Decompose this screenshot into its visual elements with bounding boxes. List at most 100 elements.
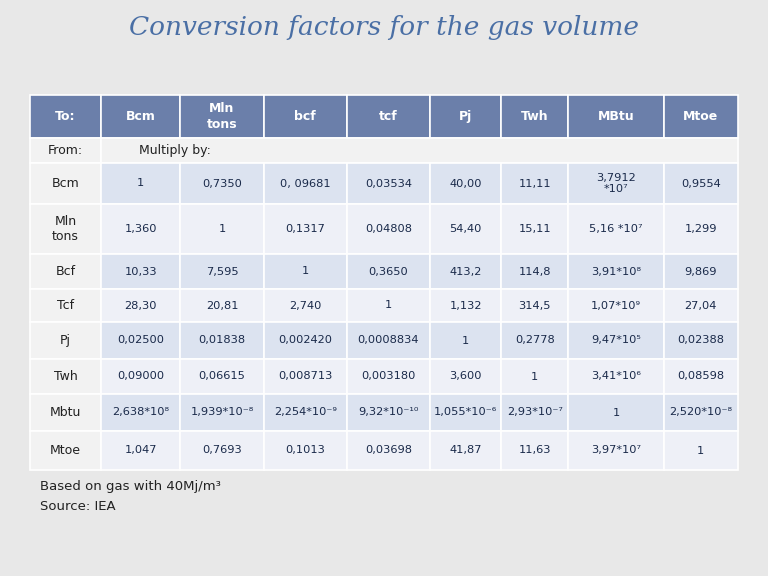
Text: 2,740: 2,740: [289, 301, 321, 310]
Text: 0,008713: 0,008713: [278, 372, 333, 381]
Bar: [664, 95, 738, 138]
Bar: [180, 322, 263, 359]
Bar: [430, 359, 502, 394]
Text: 54,40: 54,40: [449, 224, 482, 234]
Bar: [30, 431, 101, 470]
Bar: [101, 359, 180, 394]
Text: Source: IEA: Source: IEA: [40, 500, 116, 513]
Text: Conversion factors for the gas volume: Conversion factors for the gas volume: [129, 15, 639, 40]
Text: 9,32*10⁻¹⁰: 9,32*10⁻¹⁰: [358, 407, 419, 418]
Text: 0,7693: 0,7693: [202, 445, 242, 456]
Bar: [430, 204, 502, 254]
Text: 1: 1: [462, 335, 469, 346]
Bar: [502, 394, 568, 431]
Text: 3,97*10⁷: 3,97*10⁷: [591, 445, 641, 456]
Text: 2,93*10⁻⁷: 2,93*10⁻⁷: [507, 407, 563, 418]
Bar: [263, 394, 347, 431]
Text: 0,02388: 0,02388: [677, 335, 724, 346]
Bar: [101, 431, 180, 470]
Text: 0, 09681: 0, 09681: [280, 179, 330, 188]
Text: 413,2: 413,2: [449, 267, 482, 276]
Bar: [502, 289, 568, 322]
Bar: [347, 431, 430, 470]
Bar: [101, 138, 738, 163]
Text: 0,08598: 0,08598: [677, 372, 724, 381]
Text: 0,1013: 0,1013: [285, 445, 325, 456]
Text: 20,81: 20,81: [206, 301, 238, 310]
Bar: [664, 394, 738, 431]
Text: Mln
tons: Mln tons: [207, 103, 237, 131]
Text: 114,8: 114,8: [518, 267, 551, 276]
Bar: [263, 431, 347, 470]
Bar: [664, 431, 738, 470]
Text: 0,2778: 0,2778: [515, 335, 554, 346]
Bar: [664, 204, 738, 254]
Text: 41,87: 41,87: [449, 445, 482, 456]
Bar: [347, 204, 430, 254]
Text: bcf: bcf: [294, 110, 316, 123]
Bar: [347, 322, 430, 359]
Text: 0,3650: 0,3650: [369, 267, 409, 276]
Text: 1: 1: [218, 224, 226, 234]
Text: 2,254*10⁻⁹: 2,254*10⁻⁹: [273, 407, 336, 418]
Text: 1,132: 1,132: [449, 301, 482, 310]
Text: 2,638*10⁸: 2,638*10⁸: [112, 407, 169, 418]
Bar: [430, 289, 502, 322]
Bar: [180, 163, 263, 204]
Text: 28,30: 28,30: [124, 301, 157, 310]
Text: 314,5: 314,5: [518, 301, 551, 310]
Text: Twh: Twh: [521, 110, 548, 123]
Text: 9,47*10⁵: 9,47*10⁵: [591, 335, 641, 346]
Text: 0,9554: 0,9554: [681, 179, 720, 188]
Text: 27,04: 27,04: [684, 301, 717, 310]
Text: Bcm: Bcm: [51, 177, 79, 190]
Text: From:: From:: [48, 144, 83, 157]
Text: To:: To:: [55, 110, 76, 123]
Bar: [347, 163, 430, 204]
Text: Mbtu: Mbtu: [50, 406, 81, 419]
Bar: [430, 163, 502, 204]
Text: 1: 1: [531, 372, 538, 381]
Bar: [263, 254, 347, 289]
Bar: [347, 289, 430, 322]
Bar: [568, 204, 664, 254]
Bar: [502, 254, 568, 289]
Text: 0,02500: 0,02500: [118, 335, 164, 346]
Text: 0,09000: 0,09000: [118, 372, 164, 381]
Bar: [180, 254, 263, 289]
Bar: [430, 95, 502, 138]
Bar: [180, 289, 263, 322]
Text: MBtu: MBtu: [598, 110, 634, 123]
Bar: [347, 359, 430, 394]
Bar: [101, 204, 180, 254]
Text: 0,03698: 0,03698: [365, 445, 412, 456]
Text: 11,63: 11,63: [518, 445, 551, 456]
Bar: [347, 95, 430, 138]
Text: 1,047: 1,047: [124, 445, 157, 456]
Bar: [568, 254, 664, 289]
Bar: [180, 431, 263, 470]
Bar: [180, 359, 263, 394]
Text: 1,939*10⁻⁸: 1,939*10⁻⁸: [190, 407, 253, 418]
Bar: [101, 163, 180, 204]
Text: 1,07*10⁹: 1,07*10⁹: [591, 301, 641, 310]
Bar: [502, 163, 568, 204]
Bar: [180, 394, 263, 431]
Bar: [502, 359, 568, 394]
Bar: [430, 322, 502, 359]
Bar: [263, 204, 347, 254]
Bar: [502, 322, 568, 359]
Text: tcf: tcf: [379, 110, 398, 123]
Text: Mtoe: Mtoe: [684, 110, 718, 123]
Text: 7,595: 7,595: [206, 267, 238, 276]
Bar: [30, 359, 101, 394]
Text: 0,04808: 0,04808: [365, 224, 412, 234]
Text: 0,7350: 0,7350: [202, 179, 242, 188]
Bar: [568, 163, 664, 204]
Text: 0,06615: 0,06615: [198, 372, 246, 381]
Bar: [664, 289, 738, 322]
Bar: [30, 163, 101, 204]
Bar: [263, 322, 347, 359]
Text: 1: 1: [385, 301, 392, 310]
Bar: [502, 95, 568, 138]
